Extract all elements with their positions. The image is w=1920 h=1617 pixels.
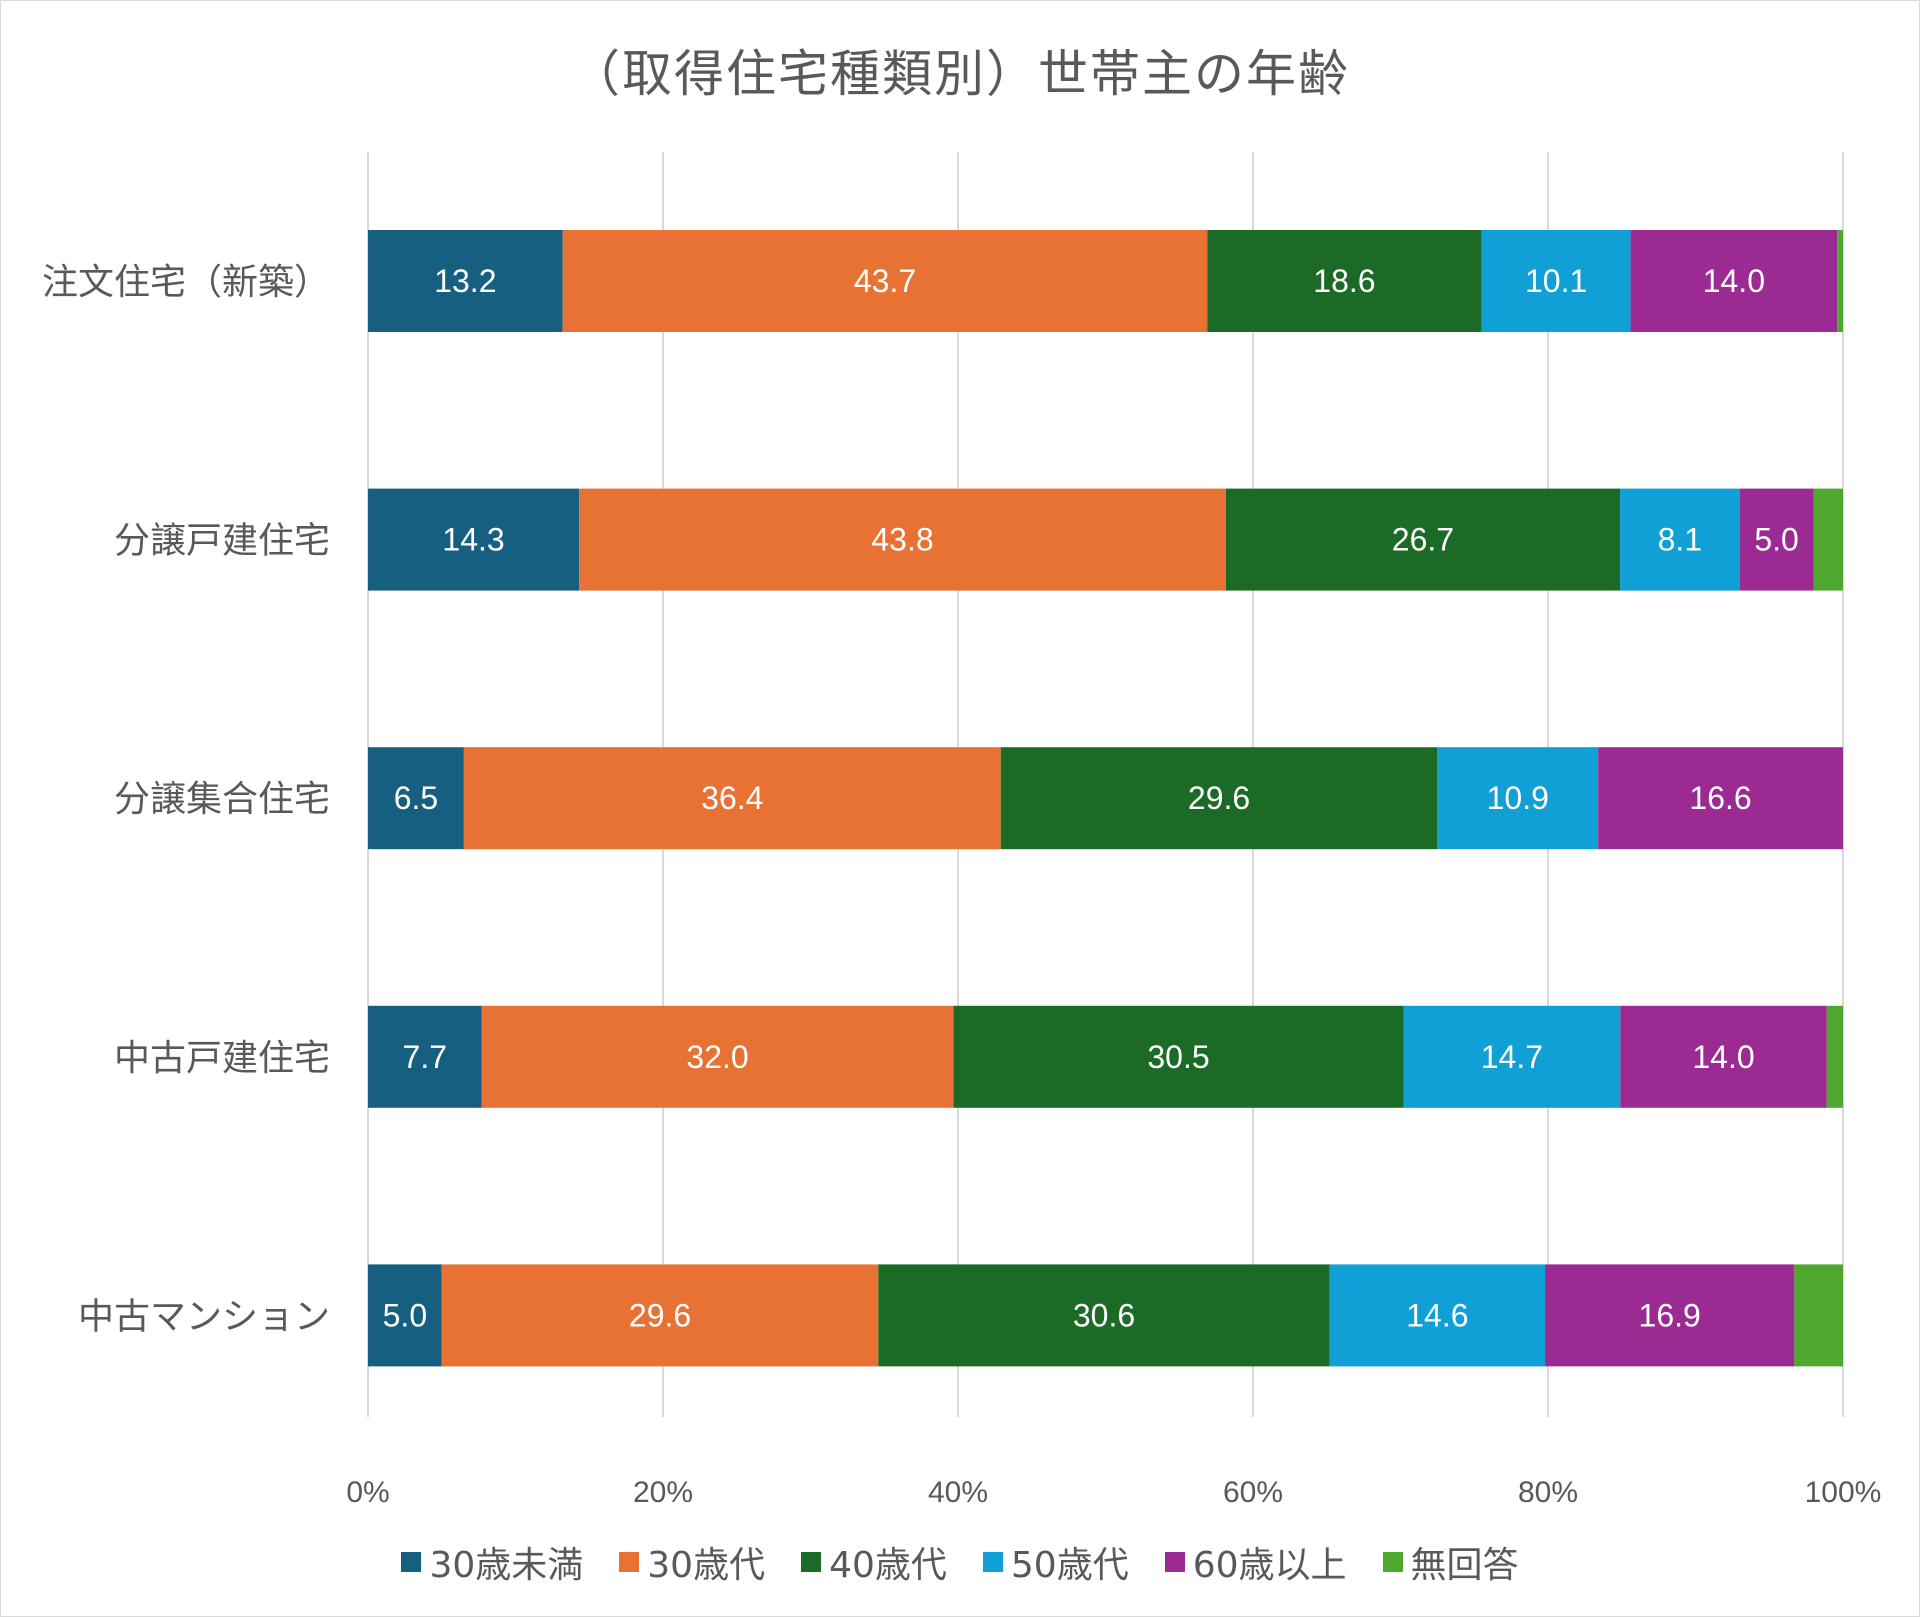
bar-segment [1794,1264,1843,1367]
legend-swatch [801,1552,822,1572]
legend-label: 60歳以上 [1192,1545,1347,1586]
bar-segment [463,747,1001,850]
x-tick-label: 60% [1223,1476,1283,1509]
data-label: 43.8 [871,522,933,558]
bar-segment [1826,1005,1843,1108]
data-label: 26.7 [1392,522,1454,558]
legend-swatch [619,1552,640,1572]
legend-item: 50歳代 [982,1536,1129,1588]
data-label: 29.6 [1188,780,1250,816]
bar-segment [1813,488,1843,591]
data-label: 10.1 [1525,263,1587,299]
bar-segment [368,488,580,591]
legend-swatch [982,1552,1003,1572]
legend-item: 30歳未満 [401,1536,583,1588]
x-tick-label: 20% [633,1476,693,1509]
bar-segment [1739,488,1814,591]
legend-label: 40歳代 [829,1545,947,1586]
data-label: 16.9 [1639,1297,1701,1333]
data-label: 18.6 [1313,263,1375,299]
data-label: 14.6 [1406,1297,1468,1333]
data-label: 30.5 [1147,1039,1209,1075]
legend-label: 50歳代 [1010,1545,1129,1586]
data-label: 32.0 [686,1039,748,1075]
legend-item: 60歳以上 [1164,1536,1347,1588]
data-label: 6.5 [394,780,438,816]
legend-item: 30歳代 [619,1536,765,1588]
data-label: 43.7 [854,263,916,299]
legend-label: 無回答 [1410,1545,1519,1586]
data-label: 7.7 [403,1039,447,1075]
bar-segment [1545,1264,1795,1367]
data-label: 5.0 [383,1297,427,1333]
legend-swatch [1164,1552,1185,1572]
bar-segment [1481,230,1631,332]
bar-segment [1207,230,1482,332]
chart-title: （取得住宅種類別）世帯主の年齢 [570,45,1350,103]
bar-segment [1598,747,1843,850]
bar-segment [1403,1005,1621,1108]
bar-segment [1620,1005,1827,1108]
bar-segment [368,230,563,332]
data-label: 14.3 [442,522,504,558]
bar-segment [1437,747,1599,850]
bar-segment [441,1264,879,1367]
bar-segment [368,1005,482,1108]
bar-segment [579,488,1226,591]
x-tick-label: 0% [346,1476,389,1509]
chart-legend: 30歳未満 30歳代 40歳代 50歳代 60歳以上 無回答 [0,1536,1920,1588]
bar-segment [1837,230,1843,332]
bar-segment [953,1005,1404,1108]
data-label: 10.9 [1487,780,1549,816]
legend-swatch [401,1552,422,1572]
bar-segment [1329,1264,1546,1367]
data-label: 13.2 [434,263,496,299]
category-label: 中古マンション [78,1296,330,1337]
category-label: 分譲戸建住宅 [114,521,330,562]
data-label: 5.0 [1754,522,1798,558]
legend-swatch [1382,1552,1403,1572]
x-tick-label: 100% [1805,1476,1882,1509]
bar-segment [1000,747,1438,850]
bar-segment [878,1264,1330,1367]
data-label: 14.0 [1692,1039,1754,1075]
bar-segment [1630,230,1838,332]
bar-segment [1620,488,1740,591]
bar-segment [1225,488,1621,591]
data-label: 14.0 [1703,263,1765,299]
bar-segment [368,747,464,850]
data-label: 29.6 [629,1297,691,1333]
category-label: 中古戸建住宅 [114,1038,330,1079]
bar-segment [368,1264,442,1367]
x-tick-label: 80% [1518,1476,1578,1509]
legend-item: 無回答 [1382,1536,1519,1588]
bar-segment [562,230,1208,332]
x-tick-label: 40% [928,1476,988,1509]
data-label: 30.6 [1073,1297,1135,1333]
data-label: 16.6 [1689,780,1751,816]
data-label: 36.4 [701,780,763,816]
data-label: 14.7 [1481,1039,1543,1075]
legend-label: 30歳未満 [429,1545,584,1586]
category-label: 分譲集合住宅 [114,779,330,820]
legend-item: 40歳代 [801,1536,947,1588]
legend-label: 30歳代 [647,1545,766,1586]
category-label: 注文住宅（新築） [42,262,330,303]
data-label: 8.1 [1658,522,1702,558]
bar-segment [481,1005,954,1108]
